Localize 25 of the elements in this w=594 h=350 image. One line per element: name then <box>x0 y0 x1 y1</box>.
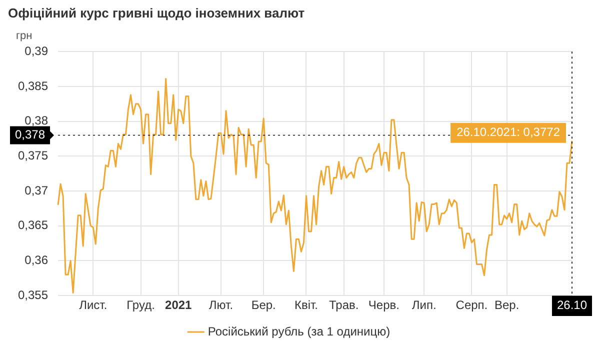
ref-line-label: 0,378 <box>15 128 46 142</box>
y-tick-label: 0,355 <box>18 288 48 302</box>
annotation: 26.10.2021: 0,3772 <box>456 125 560 140</box>
x-tick-label: Трав. <box>328 298 359 312</box>
x-tick-label: Груд. <box>126 298 155 312</box>
x-tick-label: Лист. <box>79 298 108 312</box>
y-tick-label: 0,375 <box>18 148 48 162</box>
chart-title: Офіційний курс гривні щодо іноземних валют <box>8 5 305 20</box>
x-tick-label: Вер. <box>494 298 520 312</box>
x-tick-label: Лип. <box>412 298 436 312</box>
y-tick-label: 0,39 <box>24 44 48 58</box>
x-tick-label: Квіт. <box>294 298 318 312</box>
y-tick-label: 0,37 <box>24 183 48 198</box>
x-tick-label: Лют. <box>208 298 234 312</box>
y-axis-title: грн <box>16 30 32 42</box>
y-tick-label: 0,36 <box>24 253 48 268</box>
x-tick-label: Серп. <box>456 298 488 312</box>
x-tick-label: 26.10 <box>556 298 588 312</box>
x-tick-label: 2021 <box>165 298 192 312</box>
y-tick-label: 0,365 <box>18 218 48 232</box>
y-tick-label: 0,38 <box>24 114 48 128</box>
x-tick-label: Бер. <box>251 298 276 312</box>
y-tick-label: 0,385 <box>18 78 48 93</box>
x-tick-label: Черв. <box>368 298 400 312</box>
legend-label: Російський рубль (за 1 одиницю) <box>208 324 390 338</box>
